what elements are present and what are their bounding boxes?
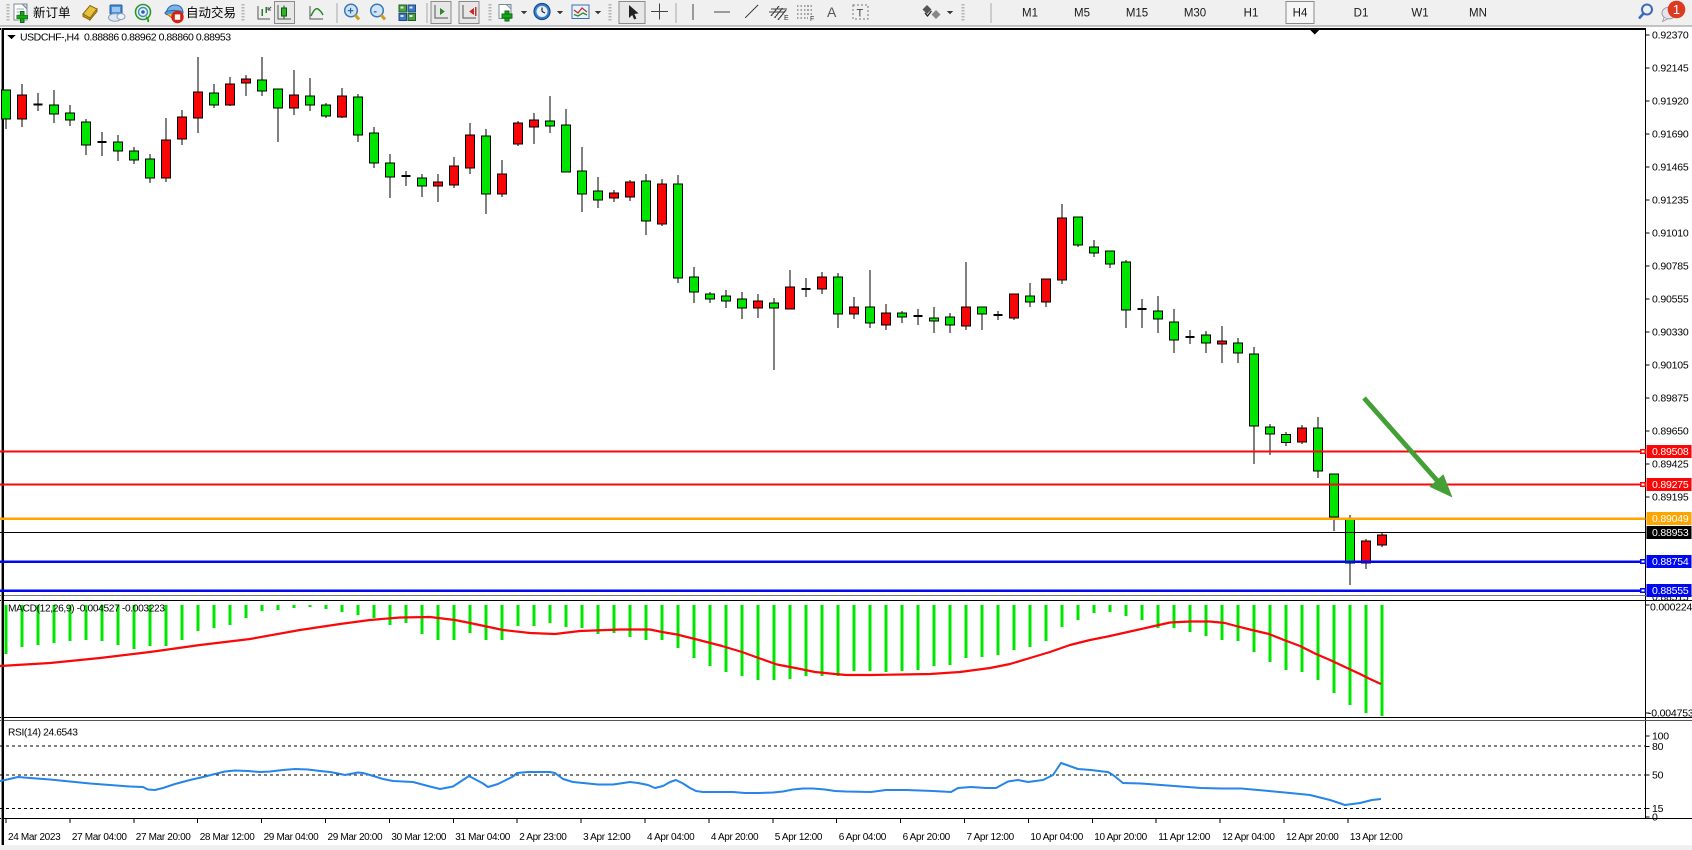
svg-text:2 Apr 23:00: 2 Apr 23:00 <box>519 832 567 843</box>
svg-text:24 Mar 2023: 24 Mar 2023 <box>8 832 61 843</box>
svg-text:12 Apr 20:00: 12 Apr 20:00 <box>1286 832 1339 843</box>
svg-text:T: T <box>857 8 864 20</box>
svg-text:0.90330: 0.90330 <box>1652 327 1689 339</box>
svg-text:80: 80 <box>1652 741 1664 753</box>
svg-text:RSI(14) 24.6543: RSI(14) 24.6543 <box>8 728 78 739</box>
svg-text:MN: MN <box>1469 8 1487 20</box>
svg-text:6 Apr 04:00: 6 Apr 04:00 <box>839 832 887 843</box>
svg-text:M5: M5 <box>1074 8 1090 20</box>
svg-text:29 Mar 20:00: 29 Mar 20:00 <box>328 832 384 843</box>
svg-text:0.89425: 0.89425 <box>1652 459 1689 471</box>
svg-text:10 Apr 20:00: 10 Apr 20:00 <box>1094 832 1147 843</box>
svg-text:11 Apr 12:00: 11 Apr 12:00 <box>1158 832 1211 843</box>
svg-text:E: E <box>784 15 789 22</box>
svg-text:0.90785: 0.90785 <box>1652 261 1689 273</box>
svg-text:0.89275: 0.89275 <box>1652 479 1689 491</box>
svg-text:27 Mar 04:00: 27 Mar 04:00 <box>72 832 128 843</box>
svg-text:3 Apr 12:00: 3 Apr 12:00 <box>583 832 631 843</box>
svg-text:W1: W1 <box>1411 8 1428 20</box>
svg-text:0.89650: 0.89650 <box>1652 426 1689 438</box>
svg-text:F: F <box>810 16 814 23</box>
svg-text:4 Apr 20:00: 4 Apr 20:00 <box>711 832 759 843</box>
svg-text:100: 100 <box>1652 731 1669 743</box>
svg-text:31 Mar 04:00: 31 Mar 04:00 <box>455 832 511 843</box>
svg-text:0.91235: 0.91235 <box>1652 195 1689 207</box>
svg-text:M30: M30 <box>1184 8 1206 20</box>
svg-text:+: + <box>347 6 353 18</box>
svg-text:0.000224: 0.000224 <box>1650 602 1692 614</box>
svg-text:H1: H1 <box>1244 8 1259 20</box>
svg-text:50: 50 <box>1652 770 1664 782</box>
svg-text:自动交易: 自动交易 <box>186 5 236 20</box>
svg-text:0.92145: 0.92145 <box>1652 63 1689 75</box>
svg-text:28 Mar 12:00: 28 Mar 12:00 <box>200 832 256 843</box>
svg-text:H4: H4 <box>1293 8 1308 20</box>
svg-text:0.89195: 0.89195 <box>1652 492 1689 504</box>
svg-text:M15: M15 <box>1126 8 1148 20</box>
svg-text:0.89049: 0.89049 <box>1652 513 1689 525</box>
svg-text:1: 1 <box>1673 2 1680 17</box>
svg-text:-: - <box>373 6 377 18</box>
svg-text:0.88754: 0.88754 <box>1652 556 1689 568</box>
svg-text:0.91465: 0.91465 <box>1652 162 1689 174</box>
svg-text:30 Mar 12:00: 30 Mar 12:00 <box>391 832 447 843</box>
svg-text:0.91920: 0.91920 <box>1652 96 1689 108</box>
svg-text:6 Apr 20:00: 6 Apr 20:00 <box>903 832 951 843</box>
svg-text:A: A <box>827 4 837 20</box>
svg-text:新订单: 新订单 <box>33 5 71 20</box>
svg-text:29 Mar 04:00: 29 Mar 04:00 <box>264 832 320 843</box>
svg-text:10 Apr 04:00: 10 Apr 04:00 <box>1030 832 1083 843</box>
svg-text:0: 0 <box>1652 812 1658 824</box>
svg-text:USDCHF-,H4 0.88886 0.88962 0.: USDCHF-,H4 0.88886 0.88962 0.88860 0.889… <box>20 32 231 44</box>
svg-text:13 Apr 12:00: 13 Apr 12:00 <box>1350 832 1403 843</box>
svg-text:4 Apr 04:00: 4 Apr 04:00 <box>647 832 695 843</box>
svg-text:7 Apr 12:00: 7 Apr 12:00 <box>967 832 1015 843</box>
svg-text:-0.004753: -0.004753 <box>1648 708 1692 720</box>
svg-text:27 Mar 20:00: 27 Mar 20:00 <box>136 832 192 843</box>
svg-text:5 Apr 12:00: 5 Apr 12:00 <box>775 832 823 843</box>
svg-text:MACD(12,26,9) -0.004527 -0.003: MACD(12,26,9) -0.004527 -0.003223 <box>8 604 165 615</box>
svg-text:M1: M1 <box>1022 8 1038 20</box>
svg-text:0.88555: 0.88555 <box>1652 585 1689 597</box>
svg-text:0.91010: 0.91010 <box>1652 228 1689 240</box>
svg-text:0.89508: 0.89508 <box>1652 446 1689 458</box>
svg-text:0.90555: 0.90555 <box>1652 294 1689 306</box>
svg-text:0.92370: 0.92370 <box>1652 30 1689 42</box>
svg-text:0.91690: 0.91690 <box>1652 129 1689 141</box>
svg-text:0.89875: 0.89875 <box>1652 393 1689 405</box>
svg-text:12 Apr 04:00: 12 Apr 04:00 <box>1222 832 1275 843</box>
svg-text:15: 15 <box>1652 803 1664 815</box>
svg-text:0.88953: 0.88953 <box>1652 527 1689 539</box>
svg-text:D1: D1 <box>1354 8 1369 20</box>
svg-text:0.90105: 0.90105 <box>1652 360 1689 372</box>
